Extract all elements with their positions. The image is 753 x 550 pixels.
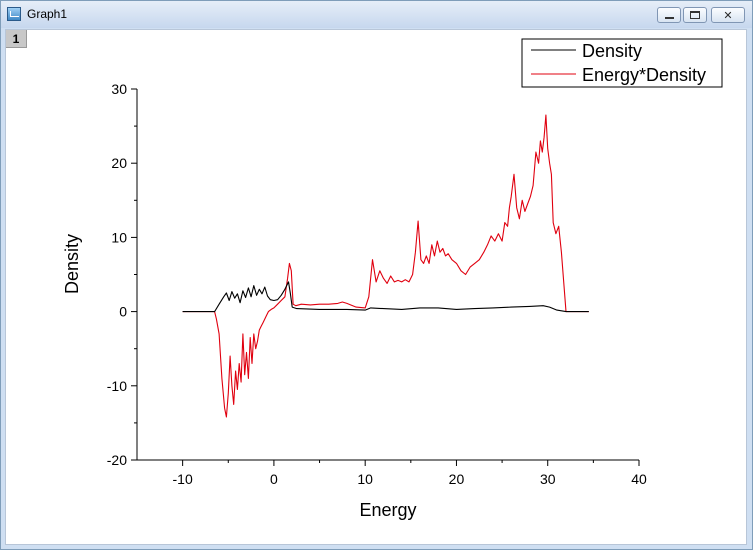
y-tick-label: 30 bbox=[111, 81, 127, 97]
axes bbox=[136, 89, 639, 461]
series-line-density bbox=[182, 281, 589, 313]
legend-label-density: Density bbox=[582, 41, 642, 61]
y-tick-label: 10 bbox=[111, 229, 127, 245]
x-tick-label: 10 bbox=[357, 471, 373, 487]
close-button[interactable]: ✕ bbox=[711, 7, 745, 23]
x-axis-title: Energy bbox=[359, 500, 416, 520]
legend[interactable]: Density Energy*Density bbox=[521, 38, 723, 88]
x-tick-label: 40 bbox=[631, 471, 647, 487]
close-icon: ✕ bbox=[723, 9, 733, 22]
x-tick-label: 0 bbox=[270, 471, 278, 487]
graph-page bbox=[5, 29, 747, 545]
minimize-icon bbox=[665, 17, 674, 19]
window-title: Graph1 bbox=[27, 7, 68, 21]
graph-app-icon bbox=[7, 7, 21, 21]
y-tick-label: -20 bbox=[107, 452, 127, 468]
series-layer bbox=[182, 114, 589, 418]
layer-tab-1[interactable]: 1 bbox=[6, 30, 27, 48]
maximize-button[interactable] bbox=[683, 7, 707, 23]
legend-label-energy-density: Energy*Density bbox=[582, 65, 706, 85]
x-tick-label: 20 bbox=[449, 471, 465, 487]
y-tick-label: 20 bbox=[111, 155, 127, 171]
legend-box bbox=[521, 38, 723, 88]
ticks: -10 0 10 20 30 40 -20 -10 0 10 20 30 bbox=[107, 81, 647, 487]
minimize-button[interactable] bbox=[657, 7, 681, 23]
series-line-energy-density bbox=[182, 114, 589, 418]
y-tick-label: -10 bbox=[107, 378, 127, 394]
x-tick-label: 30 bbox=[540, 471, 556, 487]
y-tick-label: 0 bbox=[119, 304, 127, 320]
x-tick-label: -10 bbox=[173, 471, 193, 487]
title-bar[interactable]: Graph1 ✕ bbox=[1, 1, 752, 28]
maximize-icon bbox=[690, 11, 700, 19]
y-axis-title: Density bbox=[62, 234, 82, 294]
